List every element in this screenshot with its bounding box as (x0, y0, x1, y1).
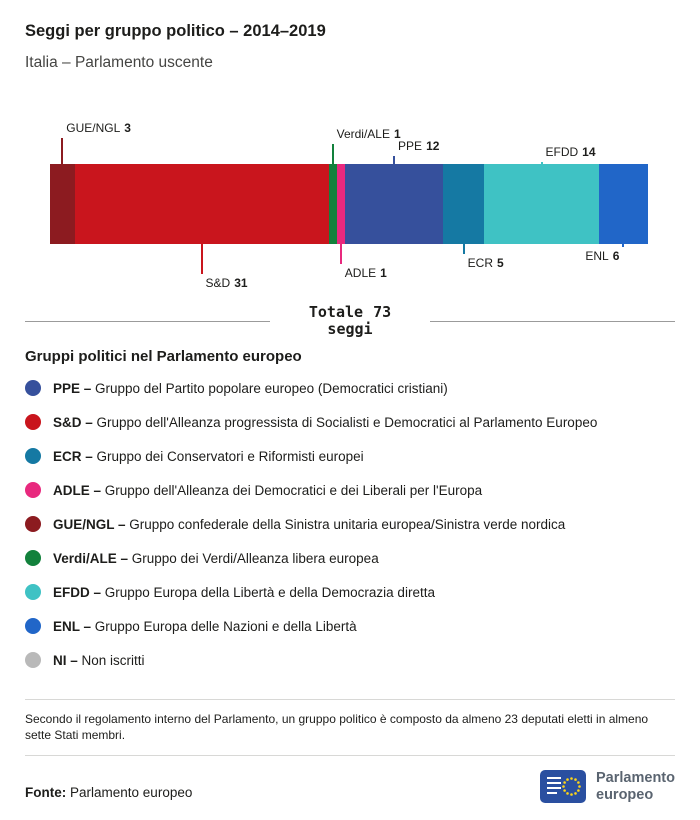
legend-item: ENL – Gruppo Europa delle Nazioni e dell… (0, 609, 700, 643)
legend-label: ADLE – Gruppo dell'Alleanza dei Democrat… (53, 482, 483, 498)
seats-stacked-bar-chart: Totale 73 seggi GUE/NGL 3 S&D 31 Verdi/ALE 1 AD… (0, 112, 700, 346)
bar-label-adle: ADLE 1 (344, 266, 387, 280)
bar-segment-ecr (443, 164, 485, 244)
total-seats-callout: Totale 73 seggi (25, 304, 675, 338)
legend-dot (25, 652, 41, 668)
ep-logo-icon (540, 770, 587, 804)
total-line1: Totale 73 (308, 303, 392, 321)
legend-label: ECR – Gruppo dei Conservatori e Riformis… (53, 448, 364, 464)
legend-item: EFDD – Gruppo Europa della Libertà e del… (0, 575, 700, 609)
callout-line-gue-ngl (61, 138, 64, 164)
total-seats-text: Totale 73 seggi (270, 304, 430, 338)
legend-dot (25, 584, 41, 600)
total-right-rule (430, 320, 675, 322)
page-subtitle: Italia – Parlamento uscente (25, 54, 213, 71)
page-title: Seggi per gruppo politico – 2014–2019 (25, 22, 326, 40)
bar-segment-gue-ngl (50, 164, 75, 244)
callout-line-ecr (462, 244, 465, 254)
source-value: Parlamento europeo (70, 785, 193, 801)
bar-segment-verdi-ale (328, 164, 337, 244)
legend-item: ADLE – Gruppo dell'Alleanza dei Democrat… (0, 473, 700, 507)
legend-label: Verdi/ALE – Gruppo dei Verdi/Alleanza li… (53, 550, 379, 566)
legend-item: ECR – Gruppo dei Conservatori e Riformis… (0, 439, 700, 473)
bar-label-gue-ngl: GUE/NGL 3 (66, 121, 131, 135)
bar-segment-ppe (344, 164, 444, 244)
legend-item: NI – Non iscritti (0, 643, 700, 677)
total-line2: seggi (327, 320, 373, 338)
legend-dot (25, 550, 41, 566)
legend-dot (25, 482, 41, 498)
callout-line-ppe (393, 156, 396, 164)
callout-line-enl (622, 244, 625, 247)
total-left-rule (25, 320, 270, 322)
legend-list: PPE – Gruppo del Partito popolare europe… (0, 371, 700, 677)
callout-line-verdi-ale (331, 144, 334, 164)
callout-line-s-d (200, 244, 203, 274)
bar-segment-efdd (484, 164, 599, 244)
legend-heading: Gruppi politici nel Parlamento europeo (25, 348, 302, 365)
bar-segment-adle (336, 164, 345, 244)
bar-label-efdd: EFDD 14 (545, 145, 596, 159)
legend-item: S&D – Gruppo dell'Alleanza progressista … (0, 405, 700, 439)
legend-item: Verdi/ALE – Gruppo dei Verdi/Alleanza li… (0, 541, 700, 575)
bar-label-s-d: S&D 31 (205, 276, 248, 290)
bar-label-ecr: ECR 5 (467, 256, 504, 270)
legend-label: ENL – Gruppo Europa delle Nazioni e dell… (53, 618, 357, 634)
separator-top (25, 699, 675, 700)
bar-segment-enl (598, 164, 648, 244)
legend-dot (25, 448, 41, 464)
ep-logo-text: Parlamento europeo (596, 770, 675, 803)
legend-dot (25, 516, 41, 532)
source-line: Fonte: Parlamento europeo (25, 785, 192, 803)
ep-logo: Parlamento europeo (540, 770, 675, 804)
note-text: Secondo il regolamento interno del Parla… (25, 712, 649, 742)
legend-dot (25, 414, 41, 430)
legend-label: EFDD – Gruppo Europa della Libertà e del… (53, 584, 435, 600)
legend-dot (25, 618, 41, 634)
bar-label-verdi-ale: Verdi/ALE 1 (336, 127, 401, 141)
bar-label-ppe: PPE 12 (398, 139, 440, 153)
legend-dot (25, 380, 41, 396)
legend-label: PPE – Gruppo del Partito popolare europe… (53, 380, 448, 396)
source-label: Fonte: (25, 785, 67, 801)
bar-label-enl: ENL 6 (585, 249, 620, 263)
footer: Fonte: Parlamento europeo (25, 770, 675, 804)
callout-line-efdd (540, 162, 543, 164)
legend-item: GUE/NGL – Gruppo confederale della Sinis… (0, 507, 700, 541)
callout-line-adle (339, 244, 342, 264)
legend-label: S&D – Gruppo dell'Alleanza progressista … (53, 414, 598, 430)
bar-segment-s-d (74, 164, 329, 244)
legend-label: GUE/NGL – Gruppo confederale della Sinis… (53, 516, 566, 532)
legend-item: PPE – Gruppo del Partito popolare europe… (0, 371, 700, 405)
legend-label: NI – Non iscritti (53, 652, 145, 668)
separator-bottom (25, 755, 675, 756)
